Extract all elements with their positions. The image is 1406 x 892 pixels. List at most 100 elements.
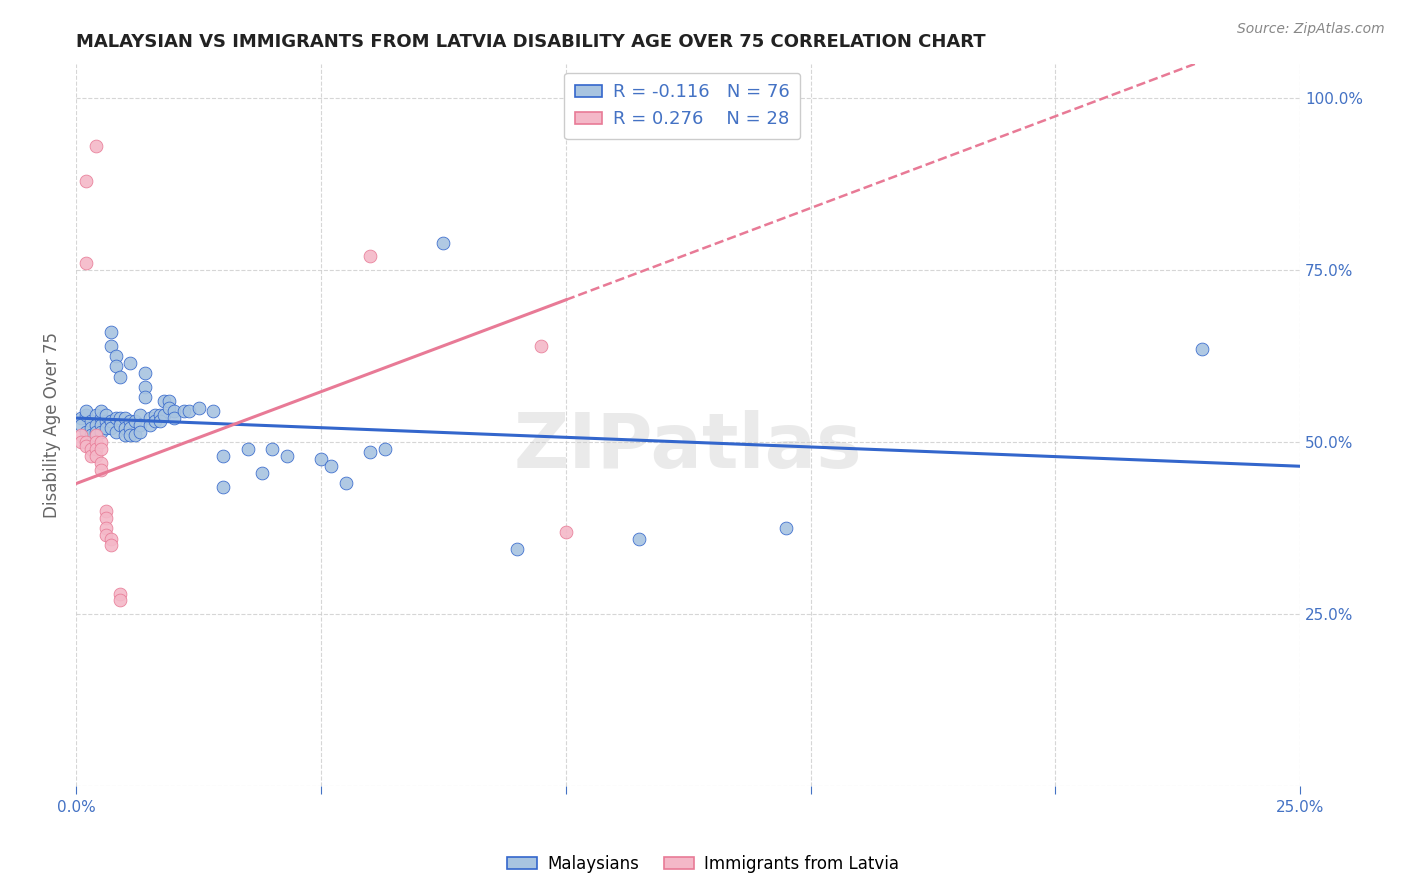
Point: [84, 442, 107, 456]
Point: [84, 408, 107, 422]
Point: [359, 249, 381, 263]
Point: [110, 417, 132, 432]
Point: [90, 425, 112, 439]
Point: [80, 421, 103, 435]
Point: [110, 586, 132, 600]
Point: [628, 532, 651, 546]
Point: [276, 449, 298, 463]
Point: [90, 417, 112, 432]
Point: [139, 417, 162, 432]
Point: [114, 411, 136, 425]
Point: [94, 415, 117, 429]
Point: [104, 349, 127, 363]
Point: [75, 425, 97, 439]
Point: [134, 367, 156, 381]
Point: [359, 445, 381, 459]
Point: [80, 415, 103, 429]
Point: [134, 380, 156, 394]
Point: [252, 466, 274, 480]
Text: MALAYSIAN VS IMMIGRANTS FROM LATVIA DISABILITY AGE OVER 75 CORRELATION CHART: MALAYSIAN VS IMMIGRANTS FROM LATVIA DISA…: [76, 33, 986, 51]
Point: [143, 408, 166, 422]
Point: [110, 411, 132, 425]
Point: [90, 456, 112, 470]
Point: [124, 428, 146, 442]
Point: [157, 401, 180, 415]
Point: [530, 339, 553, 353]
Point: [84, 425, 107, 439]
Point: [129, 408, 152, 422]
Point: [94, 504, 117, 518]
Point: [120, 421, 142, 435]
Point: [84, 449, 107, 463]
Point: [114, 421, 136, 435]
Point: [104, 411, 127, 425]
Point: [70, 435, 93, 450]
Point: [84, 139, 107, 153]
Point: [75, 256, 97, 270]
Point: [90, 411, 112, 425]
Point: [100, 339, 122, 353]
Point: [187, 401, 209, 415]
Point: [143, 415, 166, 429]
Point: [100, 421, 122, 435]
Text: ZIPatlas: ZIPatlas: [515, 409, 862, 483]
Point: [153, 408, 176, 422]
Point: [75, 404, 97, 418]
Point: [262, 442, 284, 456]
Point: [212, 480, 235, 494]
Point: [84, 435, 107, 450]
Point: [173, 404, 195, 418]
Point: [129, 425, 152, 439]
Point: [90, 435, 112, 450]
Y-axis label: Disability Age Over 75: Disability Age Over 75: [44, 332, 60, 518]
Point: [84, 417, 107, 432]
Point: [75, 173, 97, 187]
Legend: R = -0.116   N = 76, R = 0.276    N = 28: R = -0.116 N = 76, R = 0.276 N = 28: [564, 72, 800, 139]
Point: [236, 442, 259, 456]
Point: [149, 408, 172, 422]
Point: [100, 325, 122, 339]
Point: [70, 417, 93, 432]
Point: [80, 428, 103, 442]
Point: [432, 235, 454, 250]
Text: Source: ZipAtlas.com: Source: ZipAtlas.com: [1237, 22, 1385, 37]
Point: [506, 541, 529, 556]
Point: [120, 415, 142, 429]
Point: [75, 435, 97, 450]
Point: [374, 442, 396, 456]
Point: [124, 415, 146, 429]
Point: [70, 411, 93, 425]
Point: [163, 411, 186, 425]
Point: [212, 449, 235, 463]
Point: [90, 442, 112, 456]
Point: [70, 428, 93, 442]
Point: [139, 411, 162, 425]
Point: [80, 449, 103, 463]
Point: [120, 356, 142, 370]
Point: [202, 404, 225, 418]
Point: [114, 428, 136, 442]
Point: [157, 393, 180, 408]
Point: [775, 521, 797, 535]
Point: [100, 538, 122, 552]
Point: [94, 421, 117, 435]
Point: [129, 417, 152, 432]
Point: [104, 359, 127, 374]
Point: [163, 404, 186, 418]
Point: [104, 425, 127, 439]
Point: [309, 452, 332, 467]
Point: [110, 369, 132, 384]
Point: [90, 404, 112, 418]
Point: [100, 415, 122, 429]
Point: [94, 408, 117, 422]
Point: [149, 415, 172, 429]
Point: [94, 511, 117, 525]
Point: [319, 459, 342, 474]
Point: [153, 393, 176, 408]
Point: [80, 442, 103, 456]
Point: [120, 428, 142, 442]
Point: [110, 593, 132, 607]
Point: [100, 532, 122, 546]
Point: [1191, 342, 1213, 356]
Point: [554, 524, 576, 539]
